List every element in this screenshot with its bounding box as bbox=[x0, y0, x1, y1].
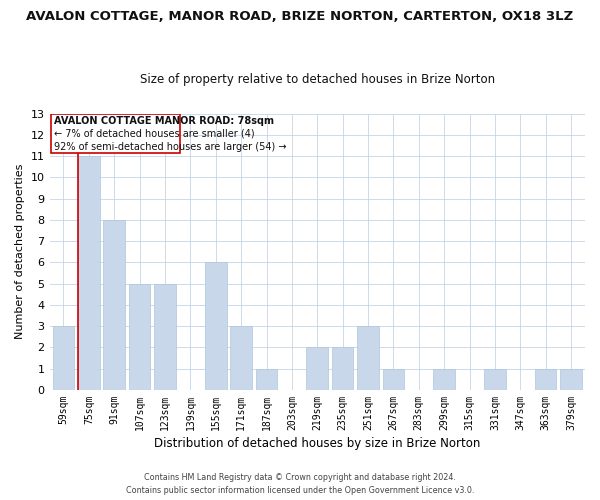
FancyBboxPatch shape bbox=[51, 114, 180, 153]
Bar bbox=[154, 284, 176, 390]
Bar bbox=[433, 368, 455, 390]
Text: 92% of semi-detached houses are larger (54) →: 92% of semi-detached houses are larger (… bbox=[54, 142, 286, 152]
Bar bbox=[78, 156, 100, 390]
Bar bbox=[256, 368, 277, 390]
Bar bbox=[484, 368, 506, 390]
Y-axis label: Number of detached properties: Number of detached properties bbox=[15, 164, 25, 340]
Text: AVALON COTTAGE MANOR ROAD: 78sqm: AVALON COTTAGE MANOR ROAD: 78sqm bbox=[54, 116, 274, 126]
Title: Size of property relative to detached houses in Brize Norton: Size of property relative to detached ho… bbox=[140, 73, 495, 86]
Bar bbox=[103, 220, 125, 390]
Bar bbox=[383, 368, 404, 390]
Bar bbox=[230, 326, 252, 390]
Bar bbox=[307, 348, 328, 390]
Bar bbox=[560, 368, 582, 390]
Bar bbox=[129, 284, 151, 390]
Bar bbox=[332, 348, 353, 390]
Bar bbox=[535, 368, 556, 390]
Text: ← 7% of detached houses are smaller (4): ← 7% of detached houses are smaller (4) bbox=[54, 129, 254, 139]
Bar bbox=[53, 326, 74, 390]
Bar bbox=[357, 326, 379, 390]
Bar bbox=[205, 262, 227, 390]
X-axis label: Distribution of detached houses by size in Brize Norton: Distribution of detached houses by size … bbox=[154, 437, 481, 450]
Text: AVALON COTTAGE, MANOR ROAD, BRIZE NORTON, CARTERTON, OX18 3LZ: AVALON COTTAGE, MANOR ROAD, BRIZE NORTON… bbox=[26, 10, 574, 23]
Text: Contains HM Land Registry data © Crown copyright and database right 2024.
Contai: Contains HM Land Registry data © Crown c… bbox=[126, 474, 474, 495]
